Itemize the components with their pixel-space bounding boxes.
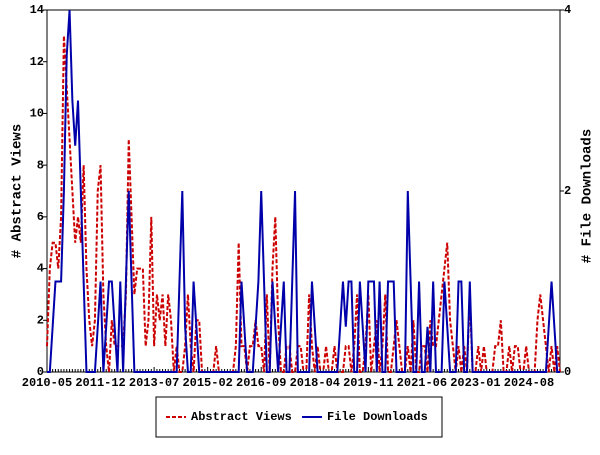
y2-axis-label: # File Downloads	[580, 129, 596, 263]
x-tick-label: 2011-12	[75, 376, 125, 390]
legend-box	[155, 396, 443, 438]
x-tick-label: 2016-09	[236, 376, 286, 390]
x-tick-label: 2021-06	[397, 376, 447, 390]
y-tick-label: 14	[30, 3, 44, 17]
y-tick-label: 12	[30, 55, 44, 69]
x-tick-label: 2019-11	[343, 376, 393, 390]
y-tick-label: 6	[37, 210, 44, 224]
series-line	[47, 9, 560, 373]
x-tick-label: 2018-04	[290, 376, 340, 390]
y-tick-label: 0	[37, 365, 44, 379]
x-tick-label: 2024-08	[504, 376, 554, 390]
x-tick-label: 2010-05	[22, 376, 72, 390]
y-axis-label: # Abstract Views	[10, 124, 26, 258]
x-tick-label: 2023-01	[450, 376, 500, 390]
y-tick-label: 8	[37, 158, 44, 172]
x-tick-label: 2015-02	[182, 376, 232, 390]
legend-label: File Downloads	[327, 410, 428, 424]
legend-label: Abstract Views	[191, 410, 292, 424]
y-tick-label: 10	[30, 107, 44, 121]
x-tick-label: 2013-07	[129, 376, 179, 390]
y-tick-label: 2	[37, 313, 44, 327]
y2-tick-label: 0	[564, 365, 571, 379]
y-tick-label: 4	[37, 262, 44, 276]
y2-tick-label: 4	[564, 3, 571, 17]
y2-tick-label: 2	[564, 184, 571, 198]
